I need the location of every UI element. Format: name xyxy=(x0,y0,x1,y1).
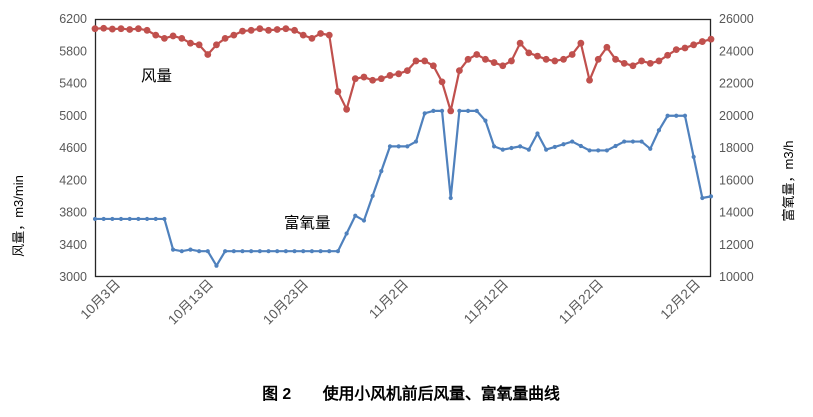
svg-text:富氧量: 富氧量 xyxy=(284,214,331,232)
svg-text:16000: 16000 xyxy=(719,173,754,187)
svg-text:3800: 3800 xyxy=(59,206,87,220)
svg-text:10月13日: 10月13日 xyxy=(165,277,216,328)
svg-text:18000: 18000 xyxy=(719,141,754,155)
svg-text:4200: 4200 xyxy=(59,173,87,187)
svg-text:12000: 12000 xyxy=(719,238,754,252)
svg-text:10月23日: 10月23日 xyxy=(260,277,311,328)
svg-text:富氧量，m3/h: 富氧量，m3/h xyxy=(781,141,796,222)
svg-text:5000: 5000 xyxy=(59,109,87,123)
svg-text:3400: 3400 xyxy=(59,238,87,252)
svg-text:11月12日: 11月12日 xyxy=(461,277,511,327)
svg-text:22000: 22000 xyxy=(719,77,754,91)
svg-text:风量，m3/min: 风量，m3/min xyxy=(11,175,26,257)
svg-text:26000: 26000 xyxy=(719,12,754,26)
svg-text:12月2日: 12月2日 xyxy=(657,277,703,323)
svg-text:5800: 5800 xyxy=(59,44,87,58)
svg-text:11月2日: 11月2日 xyxy=(366,277,411,322)
svg-text:20000: 20000 xyxy=(719,109,754,123)
svg-text:图 2 使用小风机前后风量、富氧量曲线: 图 2 使用小风机前后风量、富氧量曲线 xyxy=(262,384,560,403)
svg-text:11月22日: 11月22日 xyxy=(556,277,606,327)
svg-text:14000: 14000 xyxy=(719,206,754,220)
svg-text:3000: 3000 xyxy=(59,270,87,284)
svg-text:5400: 5400 xyxy=(59,77,87,91)
svg-text:24000: 24000 xyxy=(719,44,754,58)
svg-text:6200: 6200 xyxy=(59,12,87,26)
svg-text:4600: 4600 xyxy=(59,141,87,155)
svg-text:风量: 风量 xyxy=(141,68,172,85)
svg-text:10000: 10000 xyxy=(719,270,754,284)
